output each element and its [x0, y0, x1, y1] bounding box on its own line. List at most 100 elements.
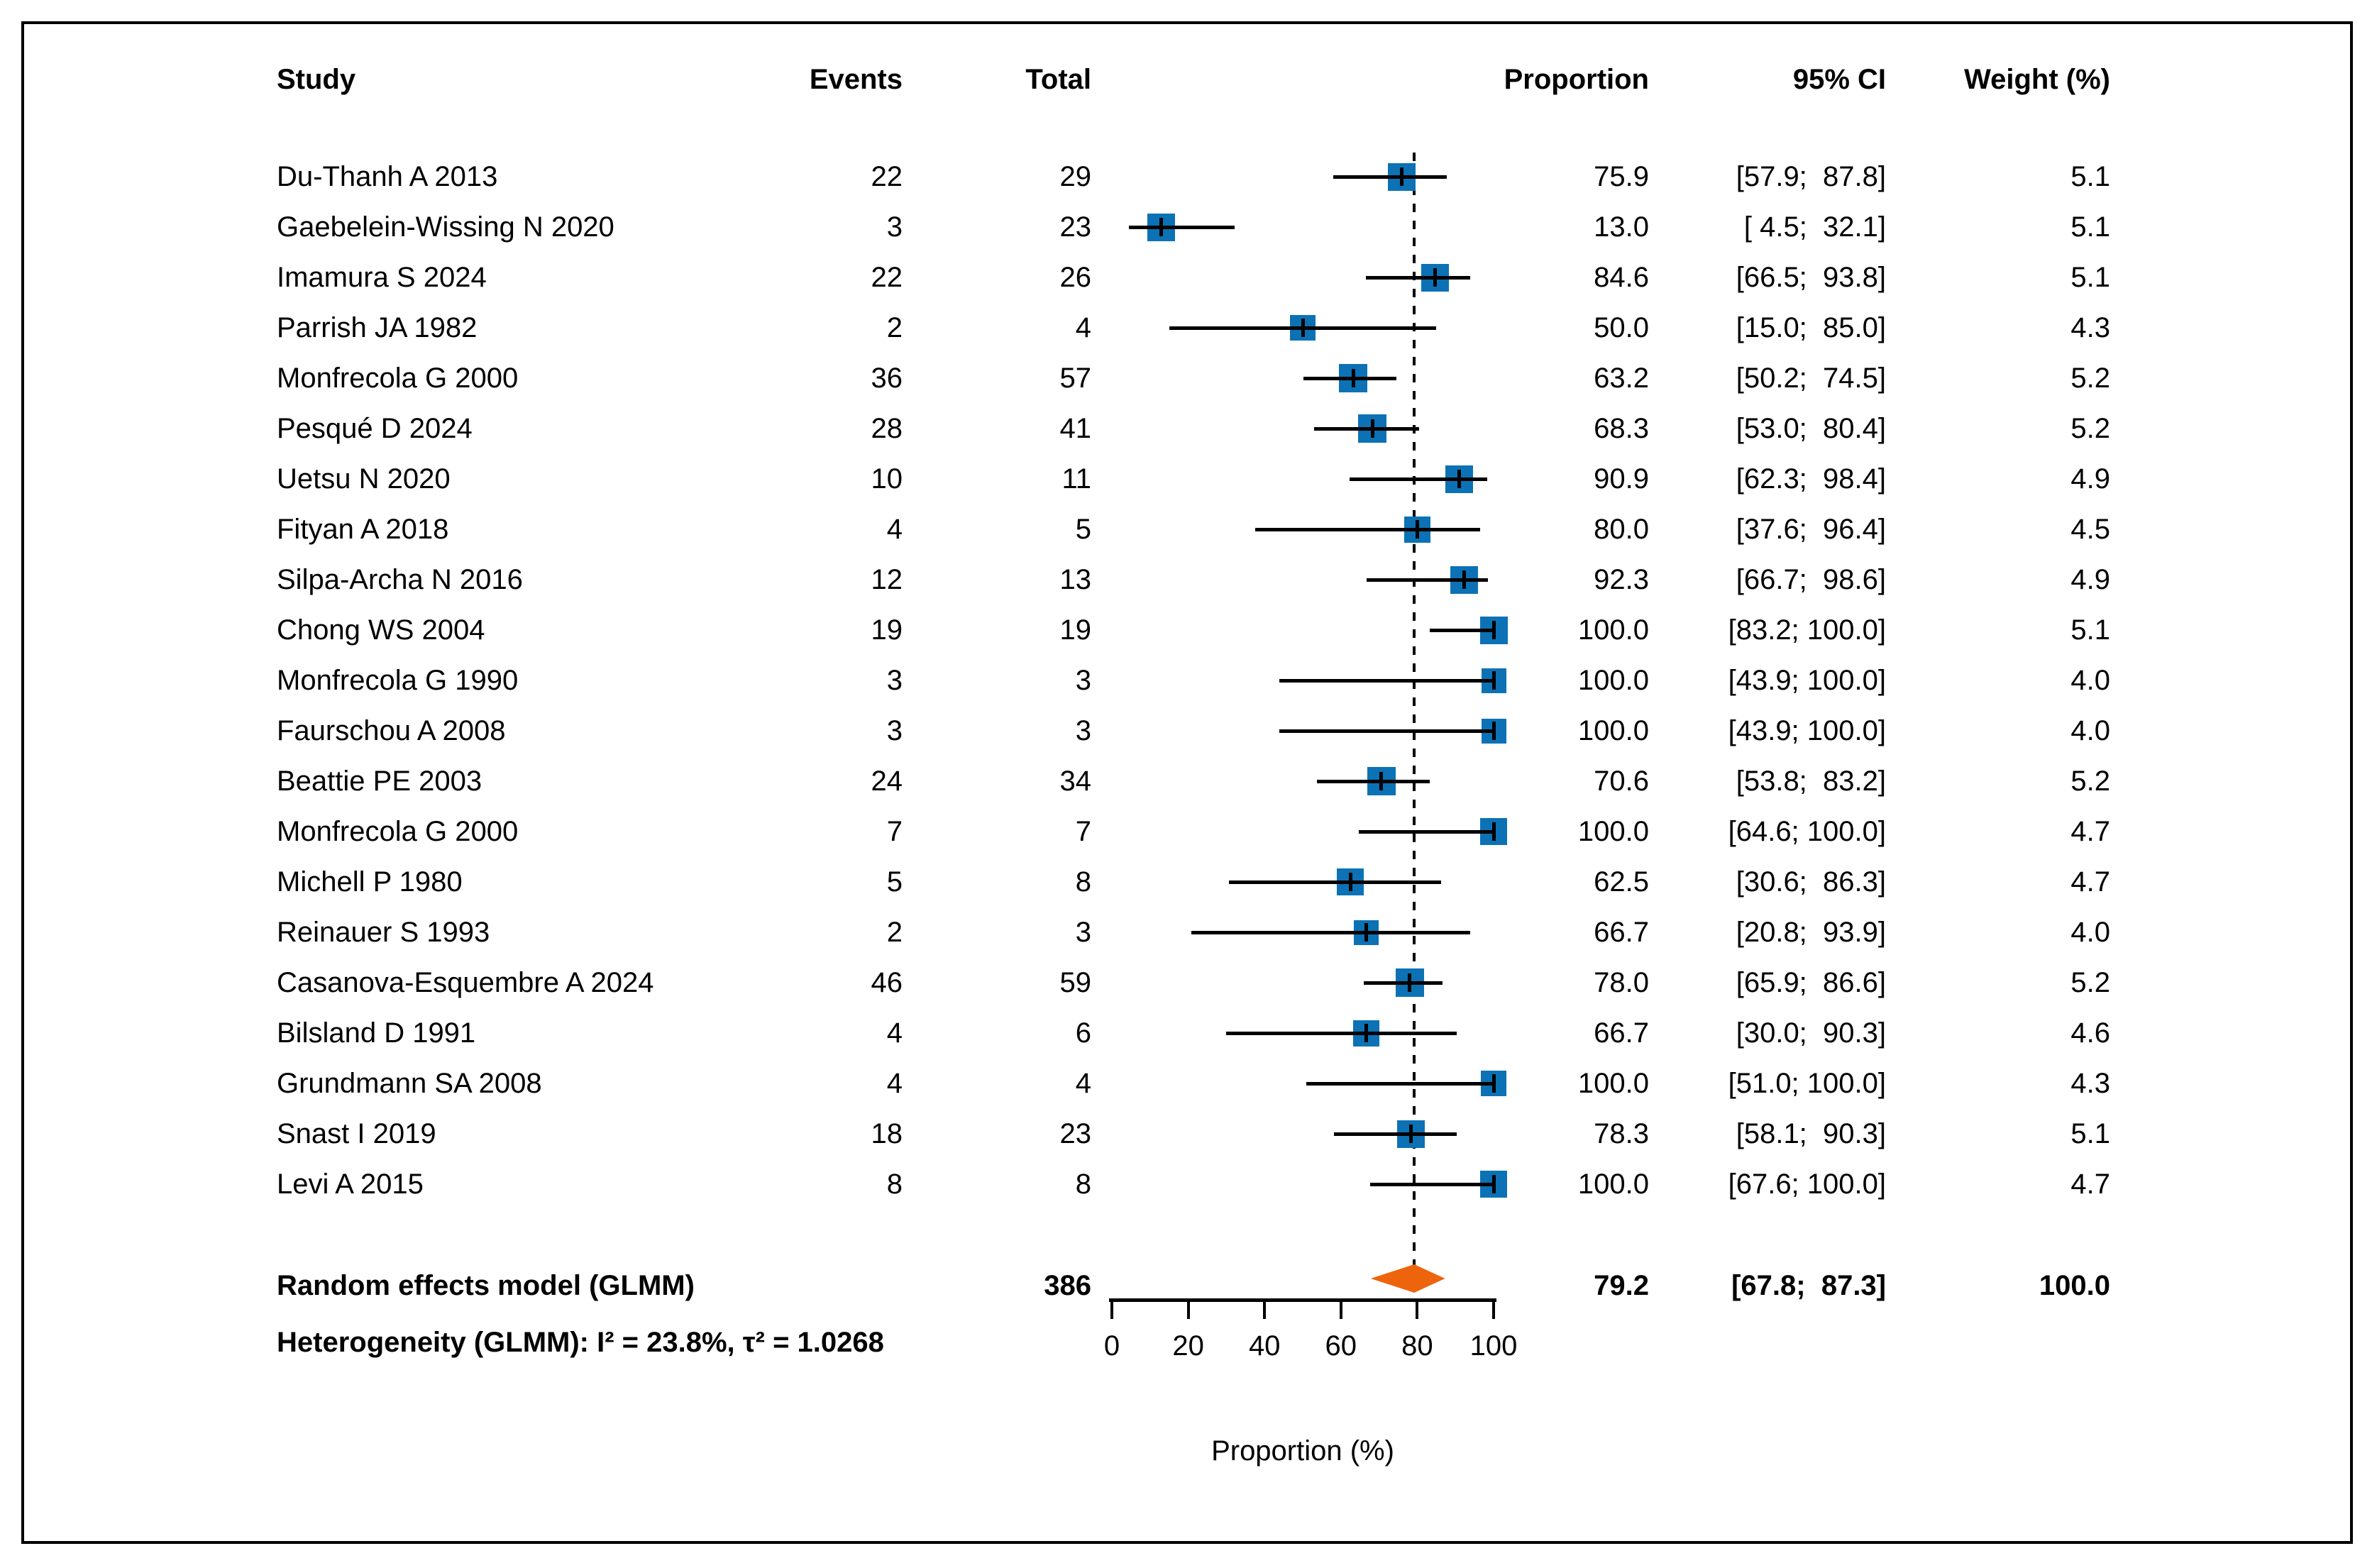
ci-line: [1365, 276, 1470, 280]
ci-line: [1279, 729, 1494, 733]
ci-value: [65.9; 86.6]: [1736, 967, 1886, 998]
total-value: 23: [1059, 1118, 1092, 1149]
total-value: 29: [1059, 161, 1092, 192]
point-estimate-tick: [1491, 671, 1496, 690]
total-value: 57: [1059, 363, 1092, 394]
column-header-events: Events: [809, 64, 903, 95]
proportion-value: 66.7: [1594, 1017, 1649, 1049]
summary-label: Random effects model (GLMM): [277, 1270, 695, 1301]
ci-value: [43.9; 100.0]: [1728, 665, 1886, 696]
ci-line: [1129, 226, 1235, 229]
proportion-value: 50.0: [1594, 312, 1649, 343]
ci-value: [83.2; 100.0]: [1728, 614, 1886, 646]
events-value: 4: [886, 514, 903, 545]
heterogeneity-note: Heterogeneity (GLMM): I² = 23.8%, τ² = 1…: [277, 1327, 884, 1358]
study-label: Fityan A 2018: [277, 514, 449, 545]
total-value: 3: [1075, 917, 1091, 948]
events-value: 24: [871, 766, 903, 797]
ci-line: [1333, 1132, 1457, 1136]
study-label: Beattie PE 2003: [277, 766, 482, 797]
summary-proportion: 79.2: [1594, 1270, 1649, 1301]
study-label: Silpa-Archa N 2016: [277, 564, 523, 595]
total-value: 4: [1075, 1068, 1091, 1099]
weight-value: 5.1: [2070, 614, 2110, 646]
total-value: 3: [1075, 715, 1091, 746]
events-value: 28: [871, 413, 903, 444]
study-label: Reinauer S 1993: [277, 917, 490, 948]
x-axis-tick: [1263, 1301, 1267, 1319]
total-value: 5: [1075, 514, 1091, 545]
study-label: Monfrecola G 2000: [277, 816, 519, 847]
proportion-value: 100.0: [1577, 715, 1649, 746]
column-header-ci: 95% CI: [1792, 64, 1886, 95]
ci-value: [30.6; 86.3]: [1736, 866, 1886, 898]
point-estimate-tick: [1399, 167, 1403, 186]
weight-value: 4.3: [2070, 312, 2110, 343]
proportion-value: 80.0: [1594, 514, 1649, 545]
proportion-value: 75.9: [1594, 161, 1649, 192]
weight-value: 4.7: [2070, 866, 2110, 898]
ci-value: [30.0; 90.3]: [1736, 1017, 1886, 1049]
events-value: 3: [886, 211, 903, 243]
summary-ci: [67.8; 87.3]: [1731, 1270, 1886, 1301]
column-header-total: Total: [1025, 64, 1091, 95]
events-value: 10: [871, 463, 903, 495]
total-value: 6: [1075, 1017, 1091, 1049]
ci-line: [1363, 981, 1443, 985]
study-label: Gaebelein-Wissing N 2020: [277, 211, 614, 243]
study-label: Levi A 2015: [277, 1169, 424, 1200]
events-value: 7: [886, 816, 903, 847]
events-value: 3: [886, 665, 903, 696]
proportion-value: 62.5: [1594, 866, 1649, 898]
proportion-value: 92.3: [1594, 564, 1649, 595]
ci-line: [1306, 1082, 1494, 1086]
weight-value: 5.1: [2070, 161, 2110, 192]
proportion-value: 100.0: [1577, 1068, 1649, 1099]
x-axis-tick: [1492, 1301, 1495, 1319]
proportion-value: 78.3: [1594, 1118, 1649, 1149]
x-axis-tick: [1416, 1301, 1419, 1319]
weight-value: 5.2: [2070, 363, 2110, 394]
ci-line: [1191, 931, 1471, 934]
total-value: 4: [1075, 312, 1091, 343]
weight-value: 4.0: [2070, 715, 2110, 746]
x-axis-tick-label: 40: [1248, 1330, 1281, 1362]
ci-line: [1358, 830, 1494, 834]
ci-line: [1429, 629, 1494, 632]
point-estimate-tick: [1491, 722, 1496, 740]
total-value: 3: [1075, 665, 1091, 696]
x-axis-tick-label: 100: [1469, 1330, 1518, 1362]
weight-value: 5.1: [2070, 211, 2110, 243]
point-estimate-tick: [1370, 419, 1374, 438]
point-estimate-tick: [1457, 470, 1461, 488]
ci-line: [1333, 175, 1447, 179]
weight-value: 5.1: [2070, 1118, 2110, 1149]
weight-value: 4.7: [2070, 1169, 2110, 1200]
events-value: 18: [871, 1118, 903, 1149]
point-estimate-tick: [1351, 369, 1355, 387]
summary-total: 386: [1044, 1270, 1091, 1301]
ci-value: [ 4.5; 32.1]: [1743, 211, 1886, 243]
ci-line: [1314, 427, 1419, 431]
point-estimate-tick: [1433, 268, 1437, 287]
weight-value: 4.6: [2070, 1017, 2110, 1049]
events-value: 4: [886, 1068, 903, 1099]
events-value: 4: [886, 1017, 903, 1049]
study-label: Grundmann SA 2008: [277, 1068, 542, 1099]
ci-value: [62.3; 98.4]: [1736, 463, 1886, 495]
point-estimate-tick: [1364, 1024, 1369, 1042]
ci-line: [1317, 780, 1430, 783]
ci-value: [15.0; 85.0]: [1736, 312, 1886, 343]
study-label: Uetsu N 2020: [277, 463, 451, 495]
study-label: Imamura S 2024: [277, 262, 487, 293]
study-label: Monfrecola G 2000: [277, 363, 519, 394]
x-axis-tick-label: 0: [1103, 1330, 1120, 1362]
point-estimate-tick: [1408, 1125, 1413, 1143]
study-label: Bilsland D 1991: [277, 1017, 476, 1049]
events-value: 8: [886, 1169, 903, 1200]
study-label: Pesqué D 2024: [277, 413, 473, 444]
point-estimate-tick: [1408, 973, 1412, 992]
proportion-value: 66.7: [1594, 917, 1649, 948]
